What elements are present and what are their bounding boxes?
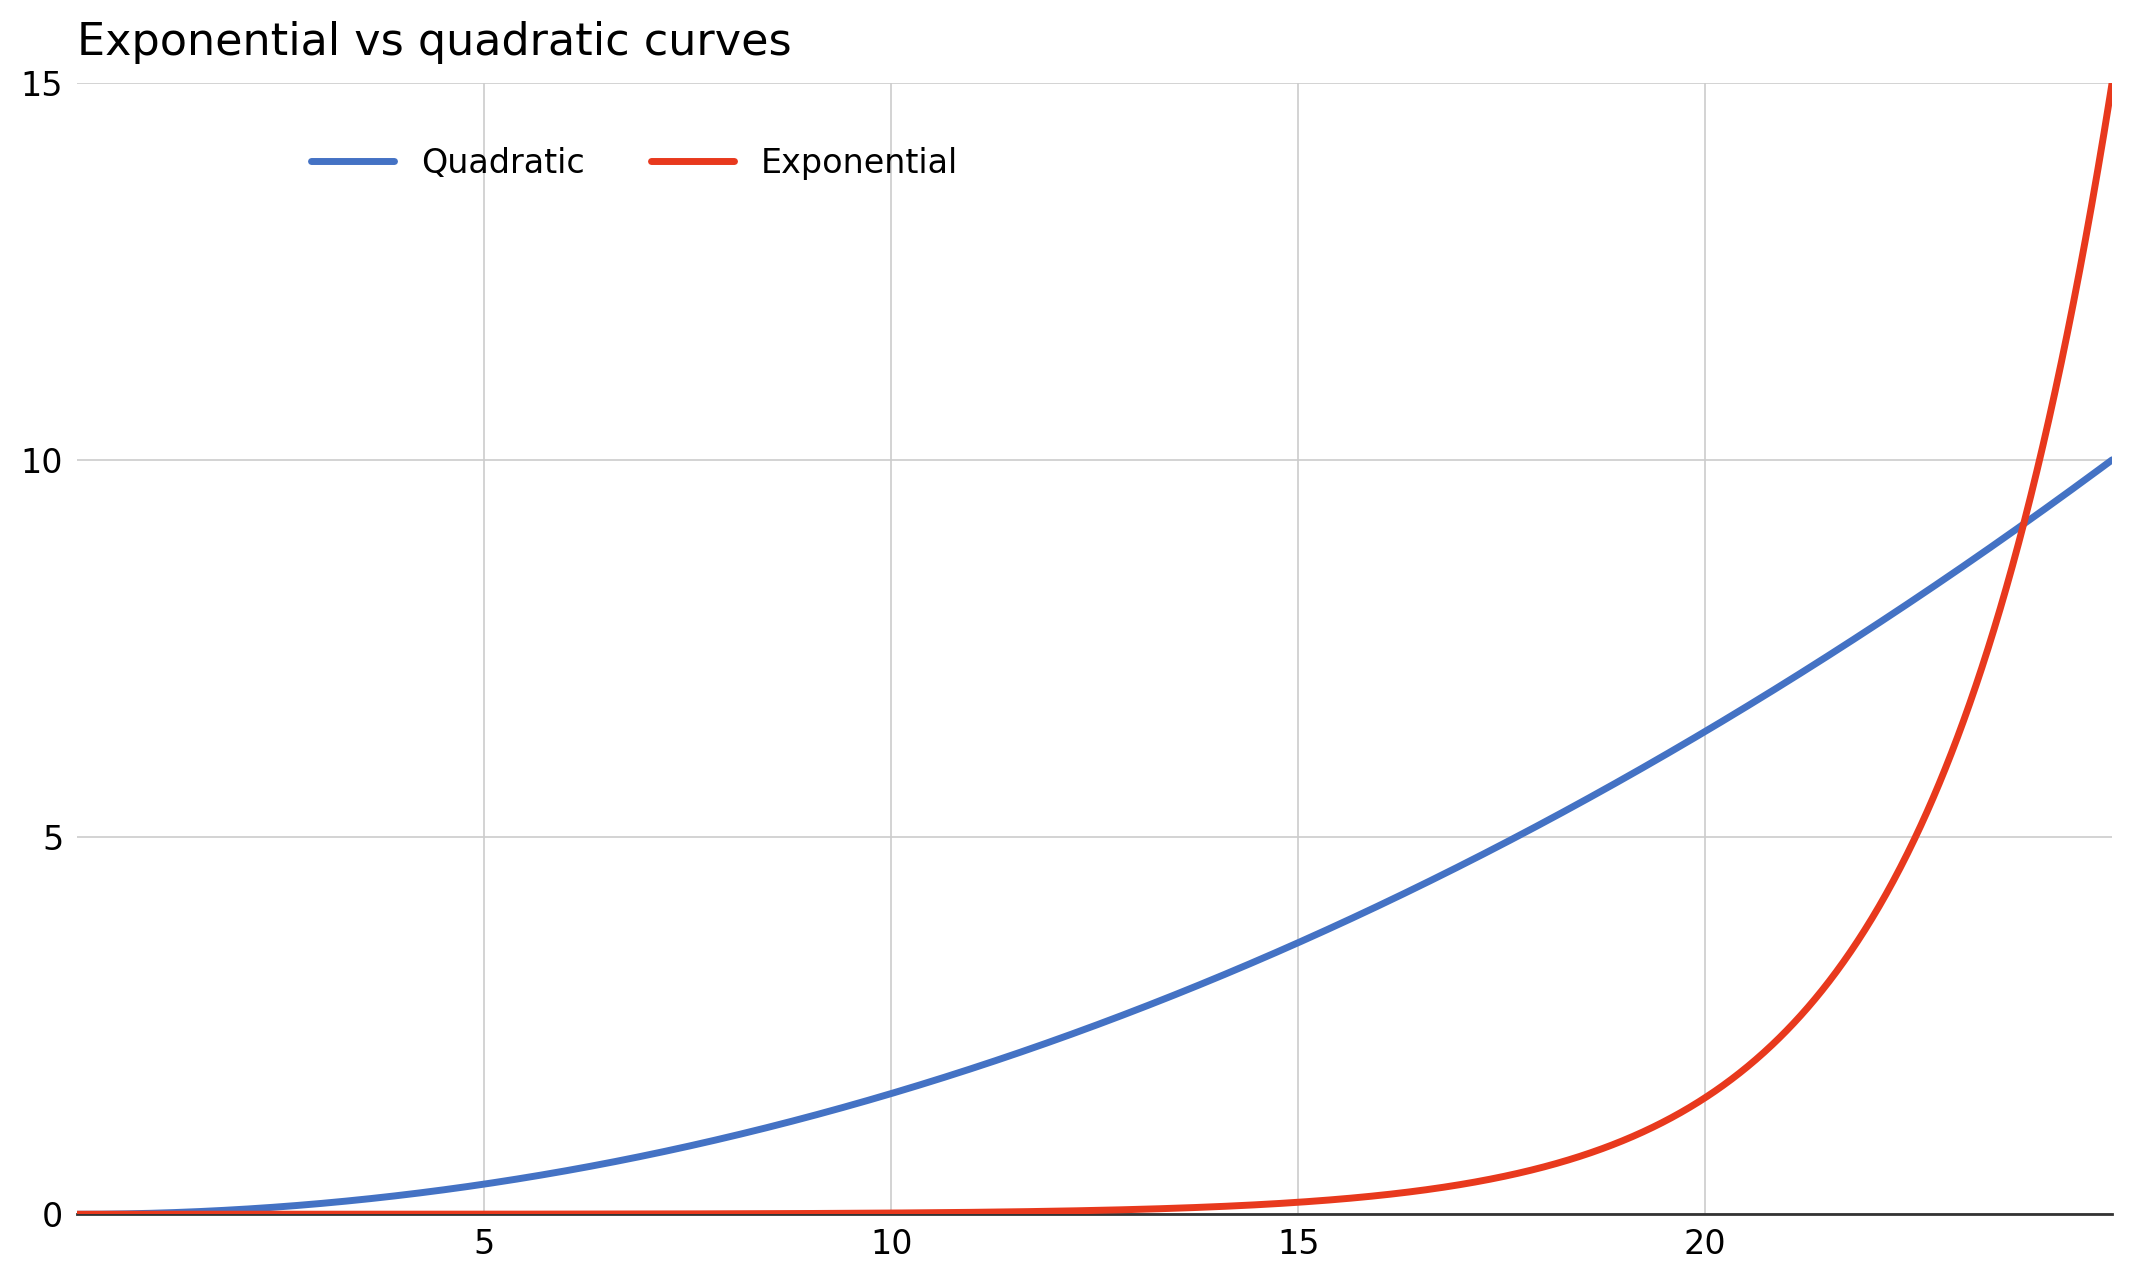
Line: Exponential: Exponential — [77, 82, 2112, 1214]
Text: Exponential vs quadratic curves: Exponential vs quadratic curves — [77, 21, 791, 64]
Exponential — [2099, 74, 2124, 90]
Exponential — [1666, 1105, 1691, 1120]
Quadratic — [2039, 496, 2065, 512]
Line: Quadratic: Quadratic — [77, 460, 2112, 1214]
Quadratic — [2041, 495, 2067, 510]
Exponential — [169, 1206, 194, 1222]
Quadratic — [2099, 453, 2124, 468]
Exponential — [1054, 1204, 1079, 1219]
Quadratic — [1054, 1028, 1079, 1044]
Exponential — [64, 1206, 90, 1222]
Legend: Quadratic, Exponential: Quadratic, Exponential — [296, 133, 973, 192]
Quadratic — [64, 1206, 90, 1222]
Quadratic — [1000, 1047, 1026, 1063]
Quadratic — [1666, 738, 1691, 754]
Exponential — [2039, 397, 2065, 413]
Quadratic — [169, 1205, 194, 1220]
Exponential — [2041, 392, 2067, 408]
Exponential — [1000, 1204, 1026, 1219]
